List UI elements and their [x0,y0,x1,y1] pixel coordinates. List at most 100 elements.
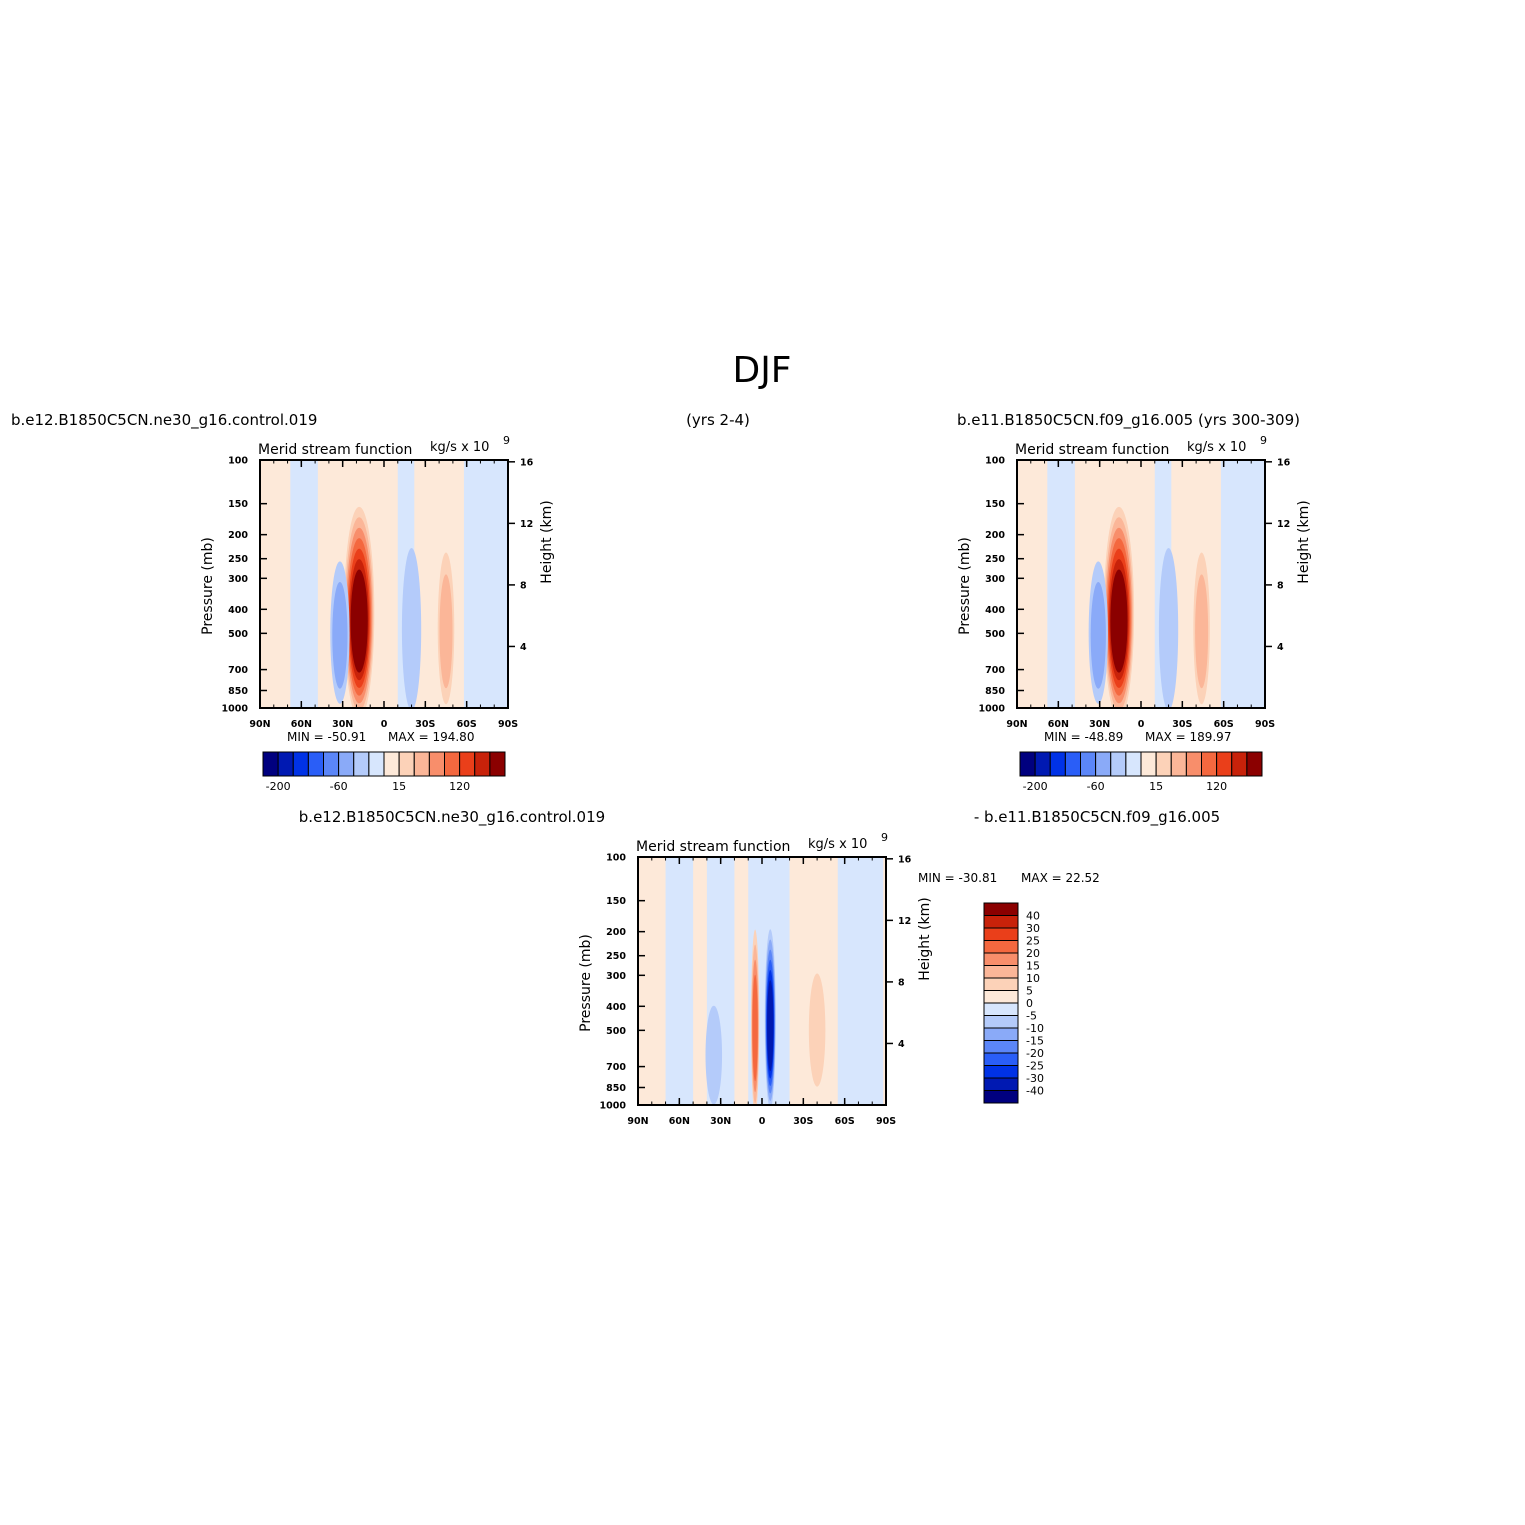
colorbar-box [428,751,445,777]
y-tick-label: 100 [985,456,1005,467]
contour-field [260,460,508,708]
y-tick-label: 150 [985,499,1005,510]
y-right-tick-label: 16 [898,854,912,865]
colorbar-label: 15 [392,780,406,793]
colorbar-box [444,751,461,777]
y-tick-label: 500 [985,629,1005,640]
colorbar-box [983,1077,1019,1091]
circulation-cell [1088,561,1108,704]
colorbar-box [1125,751,1142,777]
colorbar-box [262,751,279,777]
light-band [1220,460,1265,708]
y-right-axis-label: Height (km) [1296,500,1312,583]
contour-level [332,581,348,689]
colorbar-box [1216,751,1233,777]
circulation-cell [437,552,455,705]
colorbar-label: 15 [1026,960,1040,973]
colorbar-box [1201,751,1218,777]
y-tick-label: 100 [228,456,248,467]
colorbar-label: 30 [1026,922,1040,935]
diff-label-a: b.e12.B1850C5CN.ne30_g16.control.019 [299,808,605,827]
y-right-tick-label: 8 [898,977,905,988]
y-tick-label: 300 [228,574,248,585]
x-tick-label: 30S [1172,719,1192,730]
colorbar-box [983,940,1019,954]
colorbar-box [368,751,385,777]
colorbar-box [983,1027,1019,1041]
y-tick-label: 700 [606,1062,626,1073]
colorbar-label: 20 [1026,947,1040,960]
min-label: MIN = -30.81 [918,871,997,885]
colorbar-box [307,751,324,777]
colorbar-box [983,1002,1019,1016]
colorbar-box [398,751,415,777]
panel-case2: Merid stream function kg/s x 10 9 90N 60N 30N… [957,434,1312,793]
y-right-axis-label: Height (km) [917,897,933,980]
x-tick-label: 90S [1255,719,1275,730]
y-axis-label: Pressure (mb) [200,537,216,635]
colorbar-box [983,990,1019,1004]
plot-title: Merid stream function [1015,442,1169,458]
colorbar-box [1095,751,1112,777]
circulation-cell [1193,552,1210,705]
y-right-tick-label: 12 [520,519,533,530]
colorbar-box [1231,751,1248,777]
light-band [290,460,318,708]
colorbar-box [983,927,1019,941]
max-label: MAX = 194.80 [388,730,474,744]
contour-field [638,857,886,1105]
y-tick-label: 850 [606,1083,626,1094]
colorbar-box [1019,751,1036,777]
x-tick-label: 0 [381,719,388,730]
units-exponent: 9 [503,434,510,447]
colorbar-box [1080,751,1097,777]
colorbar-box [983,952,1019,966]
colorbar-label: 120 [449,780,470,793]
x-tick-label: 0 [759,1116,766,1127]
main-title: DJF [732,350,791,391]
x-tick-label: 30S [793,1116,813,1127]
light-band [1047,460,1075,708]
colorbar-box [338,751,355,777]
max-label: MAX = 22.52 [1021,871,1100,885]
circulation-cell [750,929,760,1105]
contour-level [1195,574,1209,689]
colorbar-box [983,1090,1019,1104]
colorbar-label: 15 [1149,780,1163,793]
colorbar-box [1170,751,1187,777]
colorbar-box [1034,751,1051,777]
colorbar-box [489,751,506,777]
colorbar-label: 0 [1026,997,1033,1010]
light-band [665,857,694,1105]
y-tick-label: 1000 [979,704,1006,715]
y-axis-label: Pressure (mb) [957,537,973,635]
y-right-tick-label: 12 [898,916,911,927]
contour-level [752,974,758,1082]
y-tick-label: 250 [606,951,626,962]
colorbar-box [1110,751,1127,777]
colorbar-box [323,751,340,777]
y-right-tick-label: 16 [520,457,534,468]
colorbar: -200 -60 15 120 [1019,751,1263,793]
colorbar-box [277,751,294,777]
diff-label-b: - b.e11.B1850C5CN.f09_g16.005 [974,808,1220,827]
circulation-cell [1103,506,1135,708]
x-tick-label: 90N [627,1116,648,1127]
y-tick-label: 700 [985,665,1005,676]
x-tick-label: 60N [291,719,312,730]
x-tick-label: 0 [1138,719,1145,730]
y-tick-label: 200 [985,530,1005,541]
y-axis-label: Pressure (mb) [578,934,594,1032]
colorbar-box [983,1065,1019,1079]
x-tick-label: 60S [835,1116,855,1127]
contour-level [401,548,422,708]
contour-level [1158,548,1179,708]
colorbar-label: -5 [1026,1010,1037,1023]
x-tick-label: 60N [1048,719,1069,730]
y-tick-label: 300 [985,574,1005,585]
colorbar-box [353,751,370,777]
colorbar-label: 5 [1026,985,1033,998]
y-tick-label: 500 [606,1026,626,1037]
contour-field [1017,460,1265,708]
y-tick-label: 400 [606,1002,626,1013]
